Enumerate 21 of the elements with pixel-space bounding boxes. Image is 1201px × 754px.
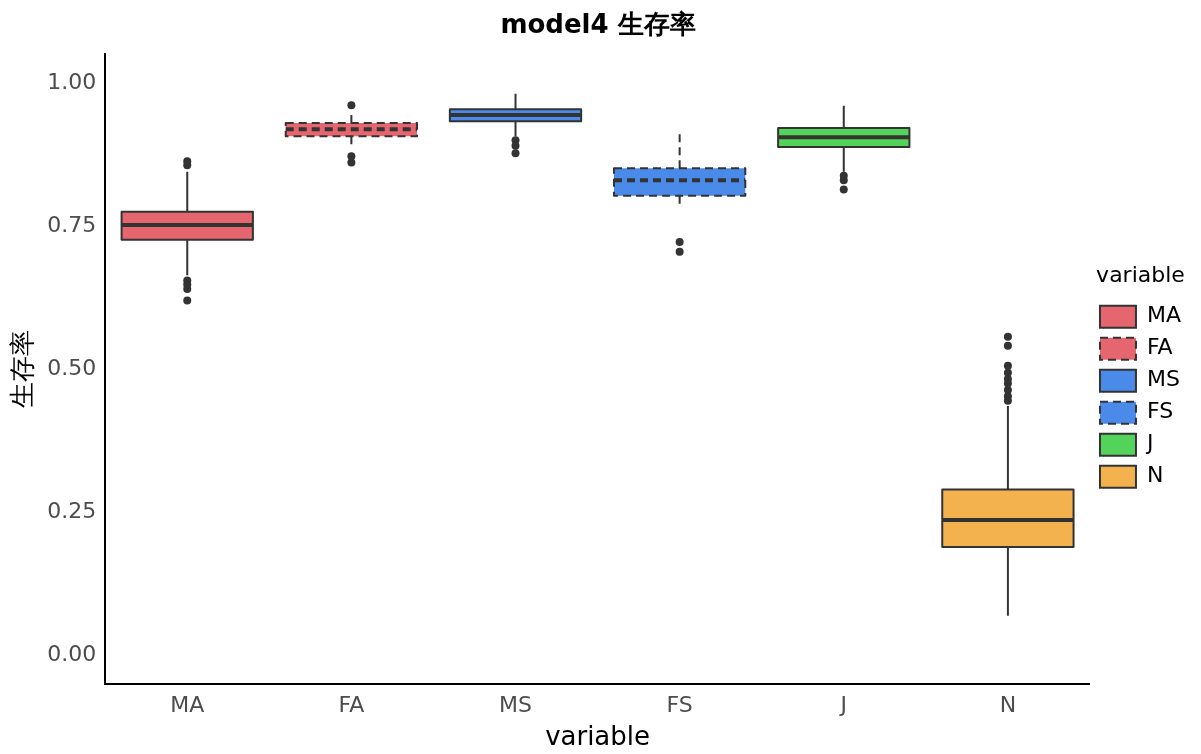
y-tick-label: 0.50 (47, 355, 97, 381)
legend-label: MA (1146, 302, 1181, 328)
y-axis-title: 生存率 (7, 330, 38, 409)
y-tick-label: 0.25 (47, 498, 97, 524)
chart-title: model4 生存率 (500, 9, 696, 40)
x-axis-title: variable (545, 721, 651, 752)
legend-label: MS (1146, 366, 1180, 392)
x-tick-label: J (838, 692, 848, 718)
y-tick-label: 1.00 (47, 68, 97, 94)
x-tick-label: FA (338, 692, 365, 718)
legend-label: N (1146, 462, 1164, 488)
legend-label: FS (1146, 398, 1174, 424)
legend-label: FA (1146, 334, 1173, 360)
x-tick-label: MA (170, 692, 205, 718)
y-tick-label: 0.75 (47, 211, 97, 237)
legend-label: J (1144, 430, 1154, 456)
y-tick-label: 0.00 (47, 641, 97, 667)
x-tick-label: MS (499, 692, 532, 718)
x-tick-label: N (999, 692, 1017, 718)
x-tick-label: FS (666, 692, 693, 718)
legend-title: variable (1096, 262, 1185, 288)
